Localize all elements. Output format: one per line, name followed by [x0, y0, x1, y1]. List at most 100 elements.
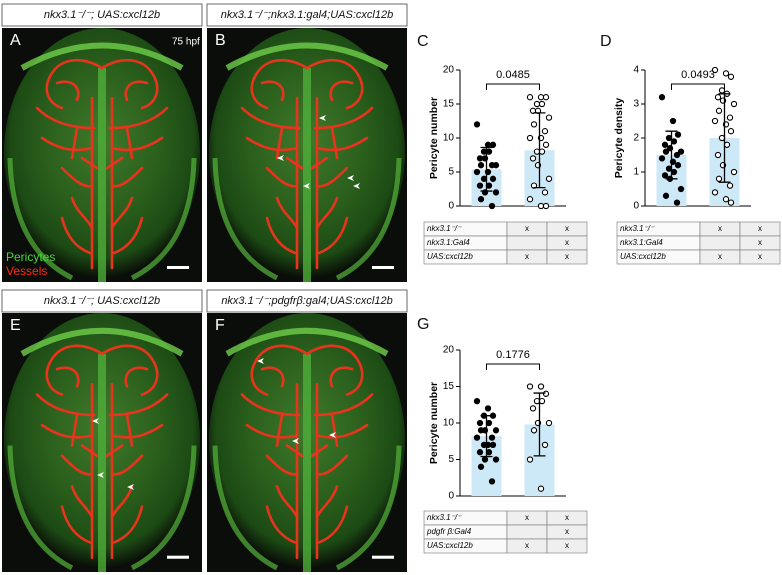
y-tick-label: 20	[443, 65, 455, 76]
data-point	[492, 456, 500, 463]
panel-title: nkx3.1⁻/⁻;nkx3.1:gal4;UAS:cxcl12b	[221, 9, 393, 21]
panel-title: nkx3.1⁻/⁻; UAS:cxcl12b	[44, 295, 160, 307]
table-label: UAS:cxcl12b	[620, 252, 666, 261]
table-mark: x	[525, 541, 529, 550]
y-tick-label: 4	[633, 65, 639, 76]
table-cell	[739, 249, 781, 265]
data-point	[530, 427, 538, 434]
title-box	[1, 3, 203, 27]
error-bar	[480, 146, 493, 192]
data-point	[726, 182, 734, 189]
title-box	[1, 289, 203, 313]
data-point	[488, 202, 496, 210]
data-point	[485, 182, 493, 189]
data-point	[476, 419, 484, 427]
table-mark: x	[565, 238, 569, 247]
y-axis-label: Pericyte number	[428, 382, 440, 464]
arrowhead	[277, 155, 284, 161]
data-point	[674, 131, 682, 138]
micrograph-panel: nkx3.1⁻/⁻;pdgfrβ:gal4;UAS:cxcl12b F	[206, 289, 408, 572]
data-point	[541, 128, 549, 135]
data-point	[545, 175, 553, 182]
data-point	[476, 449, 484, 456]
data-point	[480, 175, 488, 182]
arrowhead	[97, 472, 104, 478]
p-value: 0.0485	[496, 69, 530, 81]
table-label: UAS:cxcl12b	[427, 252, 473, 261]
data-point	[661, 141, 669, 148]
p-value: 0.0493	[681, 69, 715, 81]
data-point	[662, 148, 670, 155]
data-point	[674, 162, 682, 169]
data-point	[529, 405, 537, 412]
table-label: nkx3.1⁻/⁻	[427, 513, 462, 522]
data-point	[484, 405, 492, 412]
data-point	[489, 141, 497, 148]
data-point	[526, 196, 534, 203]
table-mark: x	[758, 252, 762, 261]
y-tick-label: 1	[633, 167, 639, 178]
data-point	[476, 155, 484, 162]
panel-title: nkx3.1⁻/⁻;pdgfrβ:gal4;UAS:cxcl12b	[221, 295, 392, 307]
micrograph-panel: nkx3.1⁻/⁻; UAS:cxcl12b E	[1, 289, 203, 572]
data-point	[711, 117, 719, 125]
y-tick-label: 0	[448, 491, 454, 502]
data-point	[538, 100, 546, 108]
data-point	[480, 441, 488, 449]
panel-letter: A	[10, 32, 21, 49]
title-box	[206, 3, 408, 27]
data-point	[477, 196, 485, 203]
data-point	[542, 390, 550, 397]
y-tick-label: 15	[443, 99, 455, 110]
data-point	[488, 478, 496, 485]
table-label: UAS:cxcl12b	[427, 541, 473, 550]
data-point	[538, 397, 546, 405]
error-bar	[533, 112, 546, 189]
data-point	[718, 134, 726, 142]
data-point	[473, 434, 481, 441]
data-point	[711, 66, 719, 74]
data-point	[669, 117, 677, 125]
data-point	[473, 121, 481, 128]
arrowhead	[292, 438, 299, 444]
data-point	[715, 107, 723, 114]
bar-chart: G Pericyte number 0 5 10 15 20 0.1776 nkx3.1⁻/⁻ x…	[417, 316, 588, 554]
table-mark: x	[718, 252, 722, 261]
data-point	[488, 162, 496, 169]
table-mark: x	[525, 252, 529, 261]
y-tick-label: 15	[443, 381, 455, 392]
table-label: nkx3.1:Gal4	[620, 238, 663, 247]
data-point	[526, 134, 534, 142]
data-point	[484, 141, 492, 148]
data-point	[529, 155, 537, 162]
data-point	[718, 87, 726, 94]
table-label: nkx3.1⁻/⁻	[620, 224, 655, 233]
y-tick-label: 0	[633, 201, 639, 212]
data-point	[485, 148, 493, 155]
micrograph	[2, 313, 202, 572]
panel-letter: C	[417, 33, 429, 50]
data-point	[526, 94, 534, 101]
error-bar	[665, 130, 678, 180]
p-value: 0.1776	[496, 349, 530, 361]
data-point	[542, 141, 550, 148]
y-tick-label: 0	[448, 201, 454, 212]
panel-letter: G	[417, 316, 429, 333]
data-point	[670, 138, 678, 145]
y-tick-label: 10	[443, 133, 455, 144]
y-axis-label: Pericyte number	[428, 97, 440, 179]
data-point	[477, 162, 485, 169]
panel-title: nkx3.1⁻/⁻; UAS:cxcl12b	[44, 9, 160, 21]
title-box	[206, 289, 408, 313]
data-point	[673, 151, 681, 159]
data-point	[665, 165, 673, 172]
arrowhead	[319, 115, 326, 121]
table-mark: x	[565, 541, 569, 550]
data-point	[538, 148, 546, 155]
bar-chart: C Pericyte number 0 5 10 15 20 0.0485 nkx3.1⁻/⁻ x…	[417, 33, 588, 265]
data-point	[537, 202, 545, 210]
table-cell	[546, 538, 588, 554]
table-cell	[546, 249, 588, 265]
data-point	[677, 185, 685, 193]
